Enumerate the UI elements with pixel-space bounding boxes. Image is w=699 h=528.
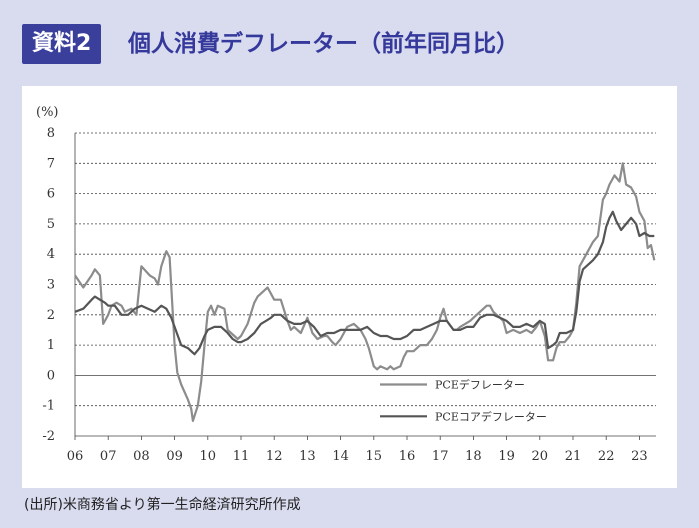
y-tick-label: -1	[42, 399, 55, 414]
x-tick-label: 06	[67, 449, 84, 464]
chart-title: 個人消費デフレーター（前年同月比）	[128, 31, 519, 57]
x-tick-label: 13	[299, 449, 316, 464]
y-tick-label: 5	[47, 217, 55, 232]
x-tick-labels: 06 07 08 09 10 11 12 13 14 15 16 17 18 19 20 21 22 23	[67, 449, 648, 464]
y-axis-unit: (%)	[36, 105, 59, 120]
x-tick-label: 23	[631, 449, 648, 464]
y-tick-label: 3	[47, 278, 55, 293]
y-tick-label: 8	[47, 126, 55, 141]
series-line-1	[74, 210, 655, 356]
series-lines	[74, 162, 656, 422]
legend-label-1: PCEコアデフレーター	[435, 409, 547, 423]
x-tick-label: 10	[200, 449, 217, 464]
y-tick-label: 7	[47, 156, 55, 171]
x-tick-label: 16	[399, 449, 416, 464]
x-tick-label: 11	[233, 449, 250, 464]
x-tick-label: 08	[133, 449, 150, 464]
grid	[74, 132, 656, 440]
x-tick-label: 09	[166, 449, 183, 464]
x-tick-label: 15	[366, 449, 383, 464]
header: 資料2 個人消費デフレーター（前年同月比）	[0, 0, 699, 80]
y-tick-label: 4	[47, 247, 55, 262]
x-tick-label: 17	[432, 449, 449, 464]
legend-label-0: PCEデフレーター	[435, 377, 525, 391]
y-tick-label: 6	[47, 187, 55, 202]
legend: PCEデフレーター PCEコアデフレーター	[380, 377, 547, 423]
x-tick-label: 12	[266, 449, 283, 464]
x-tick-label: 18	[465, 449, 482, 464]
x-tick-label: 19	[498, 449, 515, 464]
series-line-0	[74, 162, 656, 422]
y-tick-label: 2	[47, 308, 55, 323]
y-tick-labels: 8 7 6 5 4 3 2 1 0 -1 -2	[42, 126, 55, 444]
chart-panel: (%) 8 7 6 5 4 3 2 1 0 -1 -2 06 07 08 09 10 11 12 13 14 15 16…	[22, 86, 677, 488]
y-tick-label: 0	[47, 368, 55, 383]
x-tick-label: 21	[565, 449, 582, 464]
x-tick-label: 20	[532, 449, 549, 464]
x-tick-label: 14	[332, 449, 349, 464]
y-tick-label: -2	[42, 429, 55, 444]
source-note: (出所)米商務省より第一生命経済研究所作成	[24, 497, 301, 513]
x-tick-label: 07	[100, 449, 117, 464]
y-tick-label: 1	[47, 338, 55, 353]
figure-badge: 資料2	[22, 24, 102, 64]
x-tick-label: 22	[598, 449, 615, 464]
